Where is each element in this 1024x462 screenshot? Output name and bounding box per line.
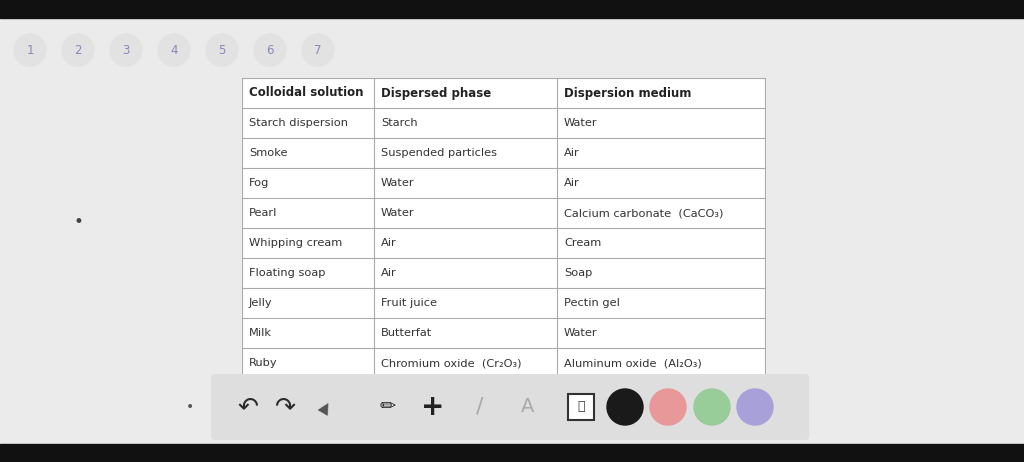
Circle shape bbox=[254, 34, 286, 66]
Text: Water: Water bbox=[381, 208, 415, 218]
Text: Air: Air bbox=[564, 148, 580, 158]
Circle shape bbox=[110, 34, 142, 66]
Text: ↷: ↷ bbox=[274, 395, 296, 419]
Text: Ruby: Ruby bbox=[249, 358, 278, 368]
Text: Pearl: Pearl bbox=[249, 208, 278, 218]
Circle shape bbox=[737, 389, 773, 425]
Text: Water: Water bbox=[564, 328, 598, 338]
Text: 1: 1 bbox=[27, 43, 34, 56]
Text: Suspended particles: Suspended particles bbox=[381, 148, 497, 158]
Circle shape bbox=[206, 34, 238, 66]
Text: Cream: Cream bbox=[564, 238, 601, 248]
Text: Fruit juice: Fruit juice bbox=[381, 298, 437, 308]
Text: /: / bbox=[476, 397, 483, 417]
Text: Dispersion medium: Dispersion medium bbox=[564, 86, 691, 99]
Text: Dispersed phase: Dispersed phase bbox=[381, 86, 492, 99]
Text: Fog: Fog bbox=[249, 178, 269, 188]
Bar bbox=[242, 78, 765, 378]
Text: 5: 5 bbox=[218, 43, 225, 56]
Bar bbox=[568, 394, 594, 420]
Text: 2: 2 bbox=[75, 43, 82, 56]
Text: +: + bbox=[421, 393, 444, 421]
Circle shape bbox=[607, 389, 643, 425]
Text: Soap: Soap bbox=[564, 268, 592, 278]
Text: Smoke: Smoke bbox=[249, 148, 288, 158]
Text: 7: 7 bbox=[314, 43, 322, 56]
Bar bbox=[0, 0, 1024, 18]
Text: ✏: ✏ bbox=[380, 397, 396, 417]
Text: •: • bbox=[186, 400, 195, 414]
Text: Colloidal solution: Colloidal solution bbox=[249, 86, 364, 99]
Circle shape bbox=[14, 34, 46, 66]
Text: Air: Air bbox=[381, 238, 396, 248]
Text: •: • bbox=[73, 213, 83, 231]
Circle shape bbox=[62, 34, 94, 66]
Text: Pectin gel: Pectin gel bbox=[564, 298, 620, 308]
Text: Starch: Starch bbox=[381, 118, 418, 128]
Text: Milk: Milk bbox=[249, 328, 272, 338]
Circle shape bbox=[302, 34, 334, 66]
Text: ▲: ▲ bbox=[316, 398, 334, 416]
Text: Chromium oxide  (Cr₂O₃): Chromium oxide (Cr₂O₃) bbox=[381, 358, 521, 368]
Text: Calcium carbonate  (CaCO₃): Calcium carbonate (CaCO₃) bbox=[564, 208, 723, 218]
Text: Water: Water bbox=[381, 178, 415, 188]
Text: Water: Water bbox=[564, 118, 598, 128]
Text: Butterfat: Butterfat bbox=[381, 328, 432, 338]
Bar bbox=[0, 444, 1024, 462]
Circle shape bbox=[158, 34, 190, 66]
Text: ⛰: ⛰ bbox=[578, 401, 585, 413]
Text: Whipping cream: Whipping cream bbox=[249, 238, 342, 248]
Text: Jelly: Jelly bbox=[249, 298, 272, 308]
Text: 6: 6 bbox=[266, 43, 273, 56]
Circle shape bbox=[694, 389, 730, 425]
Text: 3: 3 bbox=[122, 43, 130, 56]
Circle shape bbox=[650, 389, 686, 425]
Text: Floating soap: Floating soap bbox=[249, 268, 326, 278]
FancyBboxPatch shape bbox=[211, 374, 809, 440]
Text: ↶: ↶ bbox=[238, 395, 258, 419]
Text: Air: Air bbox=[564, 178, 580, 188]
Text: Aluminum oxide  (Al₂O₃): Aluminum oxide (Al₂O₃) bbox=[564, 358, 701, 368]
Text: A: A bbox=[521, 397, 535, 417]
Text: Air: Air bbox=[381, 268, 396, 278]
Text: Starch dispersion: Starch dispersion bbox=[249, 118, 348, 128]
Text: 4: 4 bbox=[170, 43, 178, 56]
